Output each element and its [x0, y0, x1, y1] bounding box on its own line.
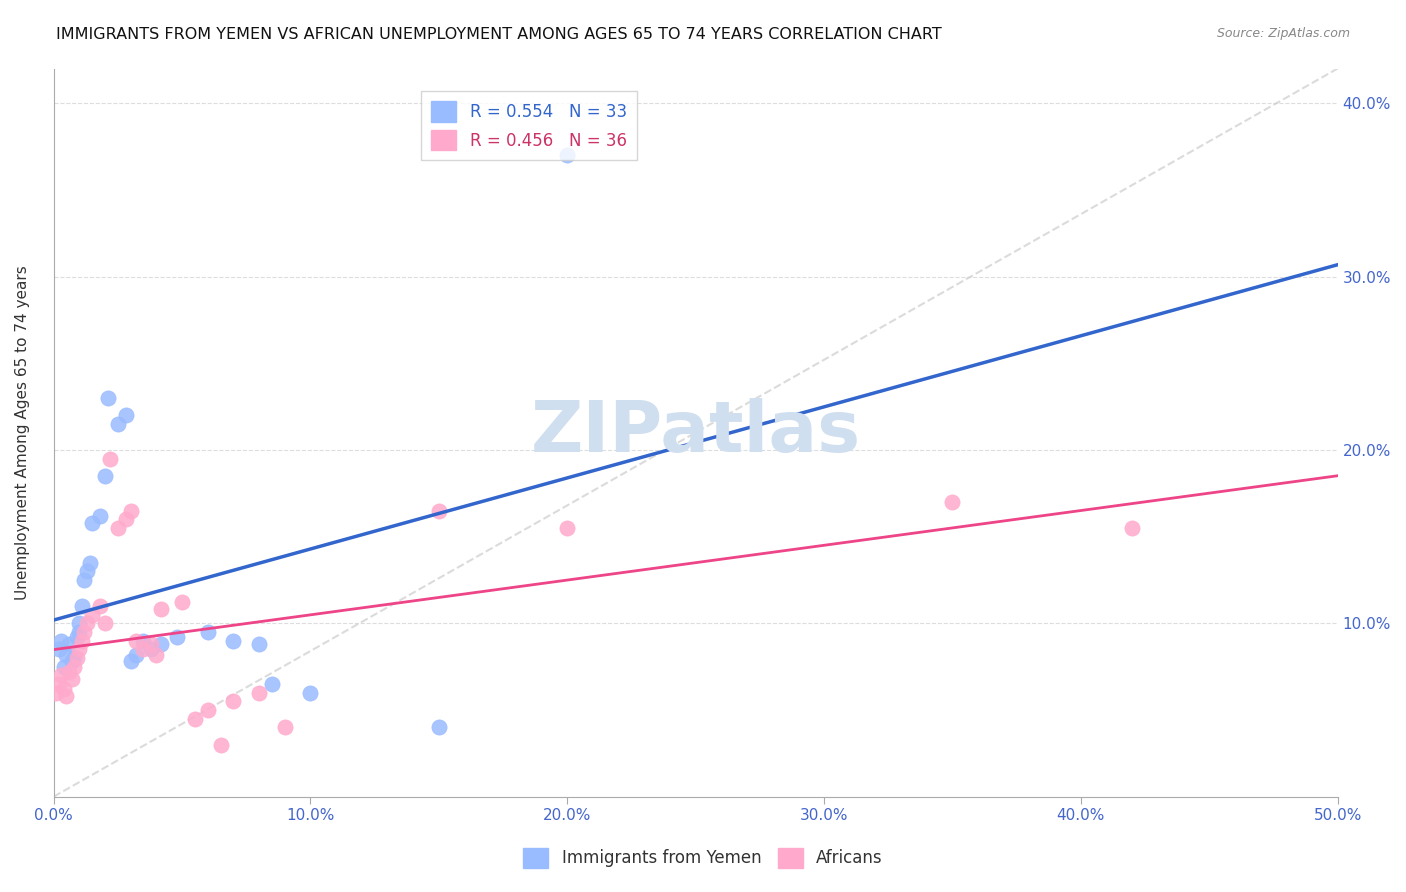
Point [222, 694, 245, 708]
Point [89, 508, 111, 523]
Point [125, 648, 148, 662]
Point [555, 148, 578, 162]
Point [274, 720, 297, 734]
Point [222, 633, 245, 648]
Point [70, 599, 93, 613]
Point [247, 637, 270, 651]
Point [67, 624, 90, 639]
Point [67, 642, 90, 657]
Point [76, 564, 98, 578]
Point [89, 599, 111, 613]
Point [58, 637, 80, 651]
Point [132, 633, 155, 648]
Point [45, 686, 67, 700]
Point [52, 682, 75, 697]
Point [107, 417, 129, 431]
Point [51, 633, 73, 648]
Point [120, 503, 142, 517]
Point [94, 469, 117, 483]
Point [197, 624, 219, 639]
Point [166, 630, 188, 644]
Point [941, 495, 963, 509]
Point [1121, 521, 1143, 535]
Point [94, 616, 117, 631]
Point [150, 602, 173, 616]
Point [60, 655, 83, 669]
Point [184, 712, 207, 726]
Point [55, 648, 77, 662]
Point [247, 686, 270, 700]
Point [48, 642, 70, 657]
Point [120, 655, 142, 669]
Point [427, 503, 450, 517]
Point [170, 595, 193, 609]
Point [197, 703, 219, 717]
Point [79, 556, 101, 570]
Point [51, 668, 73, 682]
Point [58, 665, 80, 679]
Point [141, 642, 163, 657]
Point [260, 677, 283, 691]
Point [82, 607, 104, 622]
Point [141, 637, 163, 651]
Point [63, 659, 86, 673]
Point [114, 512, 136, 526]
Point [299, 686, 322, 700]
Point [114, 409, 136, 423]
Point [555, 521, 578, 535]
Point [98, 451, 121, 466]
Point [73, 573, 96, 587]
Text: IMMIGRANTS FROM YEMEN VS AFRICAN UNEMPLOYMENT AMONG AGES 65 TO 74 YEARS CORRELAT: IMMIGRANTS FROM YEMEN VS AFRICAN UNEMPLO… [56, 27, 942, 42]
Point [209, 738, 232, 752]
Point [107, 521, 129, 535]
Point [63, 651, 86, 665]
Y-axis label: Unemployment Among Ages 65 to 74 years: Unemployment Among Ages 65 to 74 years [15, 265, 30, 600]
Point [132, 642, 155, 657]
Text: Source: ZipAtlas.com: Source: ZipAtlas.com [1216, 27, 1350, 40]
Point [82, 516, 104, 530]
Point [145, 648, 167, 662]
Point [66, 630, 89, 644]
Point [67, 616, 90, 631]
Point [52, 659, 75, 673]
Point [70, 633, 93, 648]
Legend: R = 0.554   N = 33, R = 0.456   N = 36: R = 0.554 N = 33, R = 0.456 N = 36 [422, 91, 637, 161]
Legend: Immigrants from Yemen, Africans: Immigrants from Yemen, Africans [516, 841, 890, 875]
Point [76, 616, 98, 631]
Point [60, 672, 83, 686]
Point [48, 677, 70, 691]
Point [125, 633, 148, 648]
Point [427, 720, 450, 734]
Point [73, 624, 96, 639]
Text: ZIPatlas: ZIPatlas [530, 398, 860, 467]
Point [150, 637, 173, 651]
Point [96, 391, 118, 405]
Point [66, 651, 89, 665]
Point [55, 689, 77, 703]
